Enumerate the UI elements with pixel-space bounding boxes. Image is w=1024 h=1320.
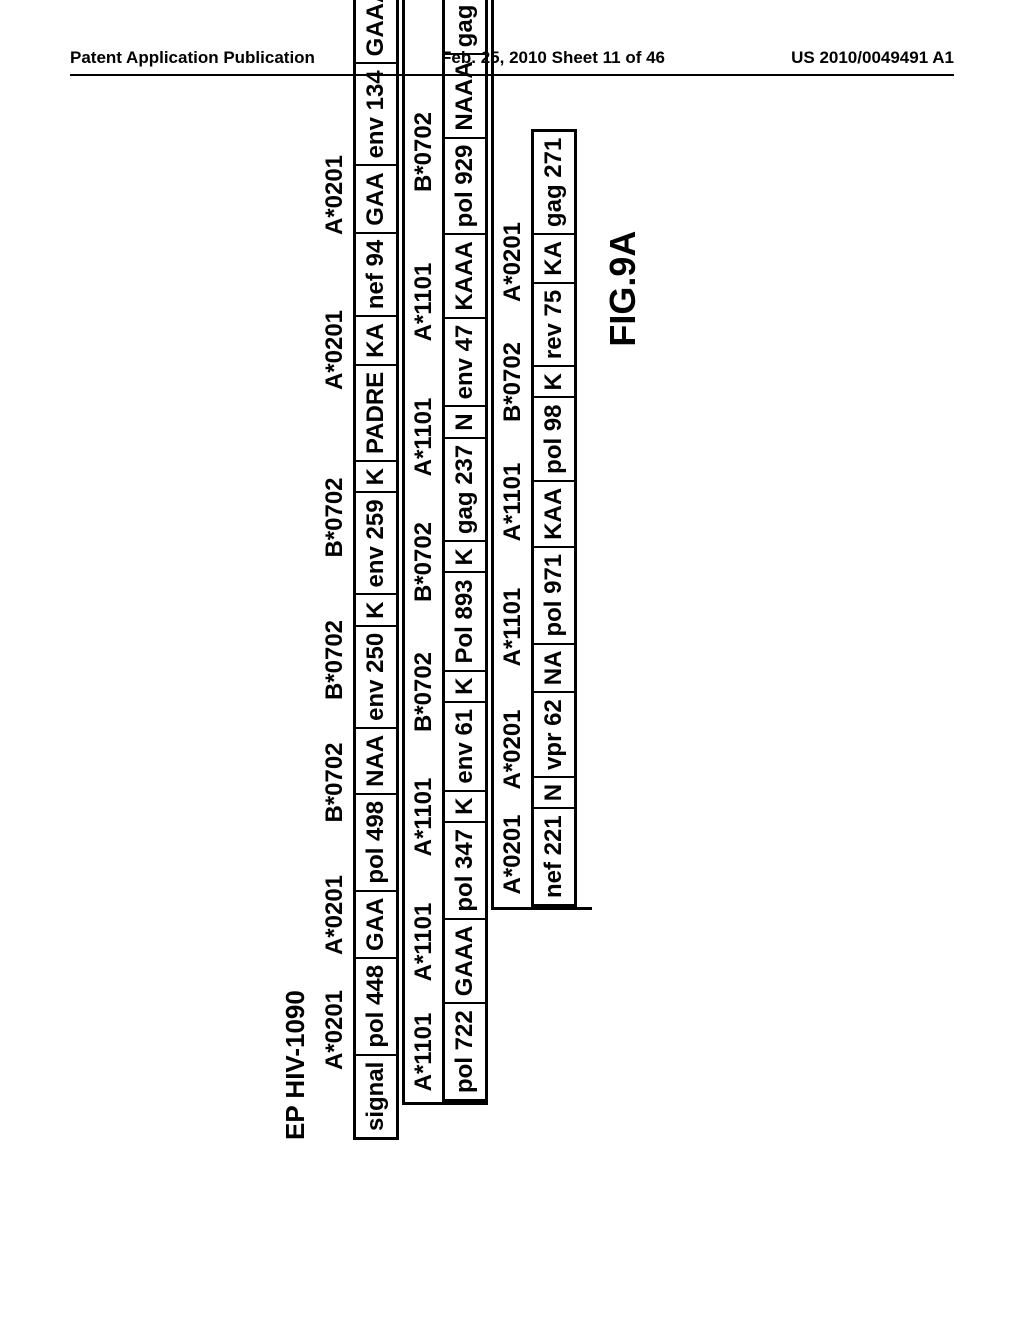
allele-label: A*0201 [321, 270, 349, 430]
seq-cell: NAAA [445, 53, 485, 136]
seq-cell: PADRE [356, 364, 396, 460]
header-left: Patent Application Publication [70, 48, 315, 68]
seq-cell: env 61 [445, 701, 485, 790]
sequence-block-2: pol 722 GAAA pol 347 K env 61 K Pol 893 … [442, 0, 488, 1102]
header-right: US 2010/0049491 A1 [791, 48, 954, 68]
allele-label: A*1101 [410, 1007, 438, 1097]
allele-label: B*0702 [499, 322, 527, 442]
seq-cell: K [356, 460, 396, 491]
seq-cell: NAA [356, 727, 396, 793]
allele-label: A*0201 [321, 120, 349, 270]
seq-cell: env 47 [445, 317, 485, 406]
seq-cell: pol 98 [534, 396, 574, 479]
allele-label: A*1101 [410, 757, 438, 877]
seq-cell: K [445, 540, 485, 571]
seq-cell: pol 448 [356, 957, 396, 1054]
seq-cell: K [445, 670, 485, 701]
seq-cell: GAAA [445, 918, 485, 1003]
seq-cell: gag 237 [445, 437, 485, 540]
seq-cell: KAAA [445, 233, 485, 316]
seq-cell: GAAA [356, 0, 396, 62]
figure-label: FIG.9A [602, 0, 644, 740]
seq-cell: N [534, 776, 574, 807]
seq-cell: pol 498 [356, 793, 396, 890]
seq-cell: K [534, 365, 574, 396]
seq-cell: signal [356, 1054, 396, 1137]
seq-cell: KAA [534, 480, 574, 546]
seq-cell: gag 271 [534, 132, 574, 233]
seq-cell: pol 929 [445, 137, 485, 234]
sequence-block-3: nef 221 N vpr 62 NA pol 971 KAA pol 98 K… [531, 129, 577, 907]
allele-label: A*1101 [410, 877, 438, 1007]
allele-label: A*0201 [499, 807, 527, 902]
seq-cell: NA [534, 643, 574, 692]
allele-label: A*1101 [410, 227, 438, 377]
allele-label: B*0702 [410, 627, 438, 757]
allele-label: A*0201 [321, 850, 349, 980]
allele-label: A*1101 [499, 442, 527, 562]
seq-cell: KA [534, 233, 574, 282]
sequence-block-1: signal pol 448 GAA pol 498 NAA env 250 K… [353, 0, 399, 1140]
seq-cell: pol 722 [445, 1002, 485, 1099]
seq-cell: K [356, 593, 396, 624]
seq-cell: GAA [356, 890, 396, 957]
seq-cell: vpr 62 [534, 691, 574, 776]
seq-cell: rev 75 [534, 282, 574, 365]
seq-cell: K [445, 790, 485, 821]
figure-content: EP HIV-1090 A*0201 A*0201 B*0702 B*0702 … [280, 0, 644, 1140]
allele-label: B*0702 [410, 497, 438, 627]
allele-row-2: A*1101 A*1101 A*1101 B*0702 B*0702 A*110… [410, 0, 438, 1102]
allele-label: B*0702 [321, 715, 349, 850]
seq-cell: env 259 [356, 491, 396, 593]
construct-title: EP HIV-1090 [280, 0, 311, 1140]
seq-cell: gag 545 [445, 0, 485, 53]
seq-cell: N [445, 405, 485, 436]
allele-label: B*0702 [321, 430, 349, 605]
allele-row-1: A*0201 A*0201 B*0702 B*0702 B*0702 A*020… [321, 0, 349, 1140]
allele-label: B*0702 [410, 77, 438, 227]
seq-cell: env 250 [356, 625, 396, 727]
seq-cell: KA [356, 315, 396, 364]
seq-cell: Pol 893 [445, 571, 485, 669]
seq-cell: pol 347 [445, 821, 485, 918]
allele-row-3: A*0201 A*0201 A*1101 A*1101 B*0702 A*020… [499, 0, 527, 907]
allele-label: A*0201 [499, 202, 527, 322]
allele-label: A*1101 [499, 562, 527, 692]
allele-label: A*0201 [499, 692, 527, 807]
seq-cell: pol 971 [534, 546, 574, 643]
seq-cell: GAA [356, 164, 396, 231]
allele-label: B*0702 [321, 605, 349, 715]
seq-cell: nef 94 [356, 232, 396, 315]
seq-cell: env 134 [356, 62, 396, 164]
allele-label: A*0201 [321, 980, 349, 1080]
allele-label: A*1101 [410, 377, 438, 497]
seq-cell: nef 221 [534, 807, 574, 904]
